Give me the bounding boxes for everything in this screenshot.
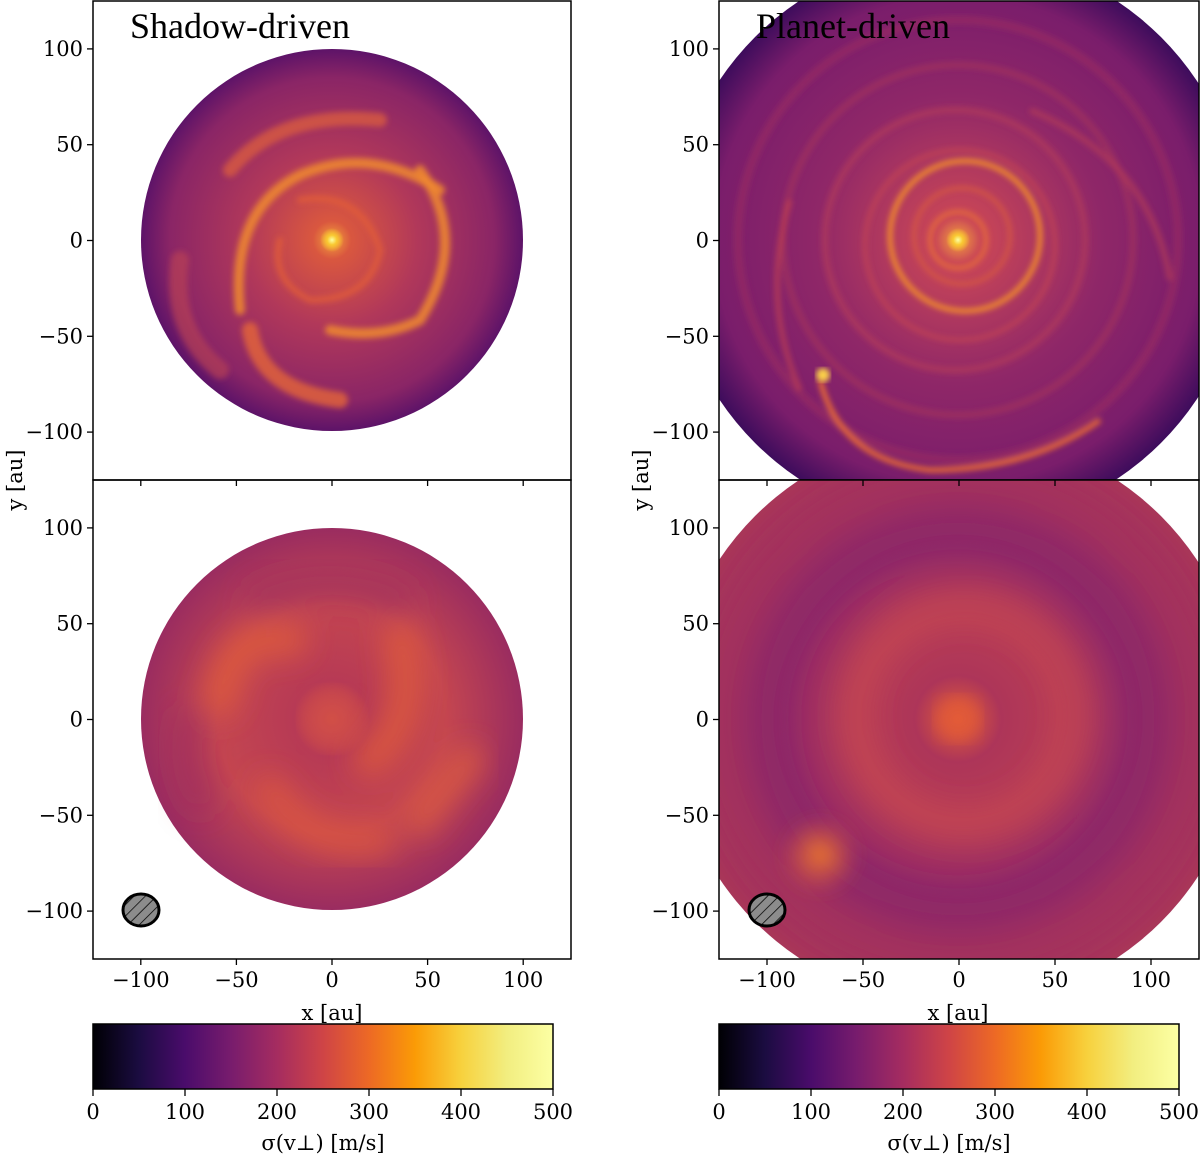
y-tick-label: −100 xyxy=(651,420,709,444)
colorbar-tick-label: 500 xyxy=(533,1100,573,1124)
x-tick-label: −100 xyxy=(738,968,796,992)
panel-title-planet: Planet-driven xyxy=(756,6,950,46)
xlabel-right: x [au] xyxy=(928,1001,989,1025)
colorbar-tick-label: 300 xyxy=(975,1100,1015,1124)
x-tick-label: −100 xyxy=(112,968,170,992)
y-tick-label: −100 xyxy=(25,420,83,444)
colorbar-label-left: σ(v⊥) [m/s] xyxy=(261,1131,384,1155)
disk-planet-top xyxy=(719,1,1199,480)
y-tick-label: 50 xyxy=(682,133,709,157)
y-tick-label: −50 xyxy=(665,803,709,827)
y-tick-label: −100 xyxy=(651,899,709,923)
colorbar-tick-label: 400 xyxy=(441,1100,481,1124)
ylabel-right: y [au] xyxy=(629,450,653,512)
x-tick-label: 100 xyxy=(1131,968,1171,992)
y-tick-label: 100 xyxy=(43,37,83,61)
colorbar-tick-label: 200 xyxy=(257,1100,297,1124)
y-tick-label: 50 xyxy=(56,612,83,636)
y-tick-label: 50 xyxy=(56,133,83,157)
ylabel-left: y [au] xyxy=(3,450,27,512)
panel-title-shadow: Shadow-driven xyxy=(130,6,350,46)
panel-planet-bottom xyxy=(719,480,1199,959)
colorbar-label-right: σ(v⊥) [m/s] xyxy=(887,1131,1010,1155)
x-tick-label: 100 xyxy=(503,968,543,992)
panel-shadow-bottom xyxy=(121,528,523,928)
colorbar-tick-label: 400 xyxy=(1067,1100,1107,1124)
y-tick-label: 0 xyxy=(696,708,709,732)
colorbar-tick-label: 0 xyxy=(86,1100,99,1124)
y-tick-label: 0 xyxy=(70,229,83,253)
colorbar-tick-label: 500 xyxy=(1159,1100,1199,1124)
x-tick-label: −50 xyxy=(841,968,885,992)
y-tick-label: 0 xyxy=(696,229,709,253)
x-tick-label: −50 xyxy=(214,968,258,992)
colorbar-tick-label: 100 xyxy=(165,1100,205,1124)
axis-ticks: −100 −50 0 50 100 −100 −50 0 50 100 −100 −50 0 50 100 −… xyxy=(25,37,1171,992)
beam-ellipse-shadow xyxy=(121,892,161,928)
x-tick-label: 0 xyxy=(952,968,965,992)
x-tick-label: 50 xyxy=(414,968,441,992)
y-tick-label: −50 xyxy=(665,324,709,348)
x-tick-label: 50 xyxy=(1042,968,1069,992)
y-tick-label: −50 xyxy=(39,803,83,827)
colorbar-tick-label: 0 xyxy=(712,1100,725,1124)
x-tick-label: 0 xyxy=(325,968,338,992)
y-tick-label: −50 xyxy=(39,324,83,348)
y-tick-label: 50 xyxy=(682,612,709,636)
colorbar-left xyxy=(92,1023,554,1090)
y-tick-label: 100 xyxy=(669,516,709,540)
colorbar-ticks: 0 100 200 300 400 500 0 100 200 300 400 500 xyxy=(86,1089,1199,1124)
colorbar-tick-label: 200 xyxy=(883,1100,923,1124)
y-tick-label: 100 xyxy=(669,37,709,61)
colorbar-right xyxy=(718,1023,1180,1090)
panel-shadow-top xyxy=(141,49,523,431)
planet-marker xyxy=(816,368,830,382)
xlabel-left: x [au] xyxy=(302,1001,363,1025)
colorbar-tick-label: 300 xyxy=(349,1100,389,1124)
panel-planet-top xyxy=(719,1,1199,480)
y-tick-label: 100 xyxy=(43,516,83,540)
beam-ellipse-planet xyxy=(747,892,787,928)
y-tick-label: −100 xyxy=(25,899,83,923)
colorbar-tick-label: 100 xyxy=(791,1100,831,1124)
y-tick-label: 0 xyxy=(70,708,83,732)
